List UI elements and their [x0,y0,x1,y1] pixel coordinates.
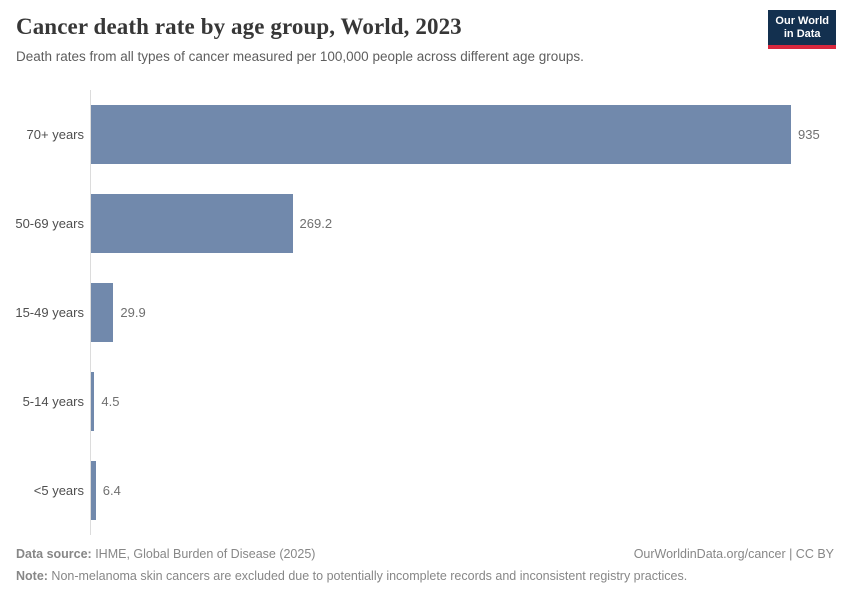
category-label: 15-49 years [15,305,84,320]
bar-area: 6.4 [90,446,834,535]
datasource-text: Data source: IHME, Global Burden of Dise… [16,546,315,562]
bar [91,105,791,164]
note-label: Note: [16,569,48,583]
bar-area: 269.2 [90,179,834,268]
value-label: 4.5 [101,394,120,409]
chart-header: Cancer death rate by age group, World, 2… [16,10,836,65]
value-label: 29.9 [120,305,146,320]
bar-row: 5-14 years 4.5 [16,357,834,446]
chart-subtitle: Death rates from all types of cancer mea… [16,49,584,64]
bar [91,372,95,431]
value-label: 6.4 [102,483,121,498]
datasource-value: IHME, Global Burden of Disease (2025) [91,547,316,561]
bar-area: 935 [90,90,834,179]
bar-area: 29.9 [90,268,834,357]
bar [91,461,96,520]
footer-line-datasource: Data source: IHME, Global Burden of Dise… [16,546,834,562]
owid-logo-line1: Our World [775,15,829,27]
bar-row: 70+ years 935 [16,90,834,179]
bar-row: 50-69 years 269.2 [15,179,834,268]
bar-row: <5 years 6.4 [16,446,834,535]
bar-area: 4.5 [90,357,834,446]
owid-logo[interactable]: Our World in Data [768,10,836,49]
footer-line-note: Note: Non-melanoma skin cancers are excl… [16,568,834,584]
chart-footer: Data source: IHME, Global Burden of Dise… [16,546,834,584]
category-label: <5 years [33,483,84,498]
owid-license-link[interactable]: OurWorldinData.org/cancer | CC BY [633,547,834,561]
category-label: 50-69 years [15,216,84,231]
header-text: Cancer death rate by age group, World, 2… [16,13,584,65]
value-label: 269.2 [299,216,333,231]
bar [91,283,114,342]
category-label: 5-14 years [22,394,84,409]
bar-chart: 70+ years 935 50-69 years 269.2 15-49 years 2… [15,90,834,535]
datasource-label: Data source: [16,547,92,561]
note-value: Non-melanoma skin cancers are excluded d… [47,569,688,583]
owid-logo-line2: in Data [783,28,821,40]
category-label: 70+ years [26,127,84,142]
value-label: 935 [798,127,820,142]
bar-row: 15-49 years 29.9 [15,268,834,357]
bar [91,194,293,253]
chart-title: Cancer death rate by age group, World, 2… [16,14,462,39]
